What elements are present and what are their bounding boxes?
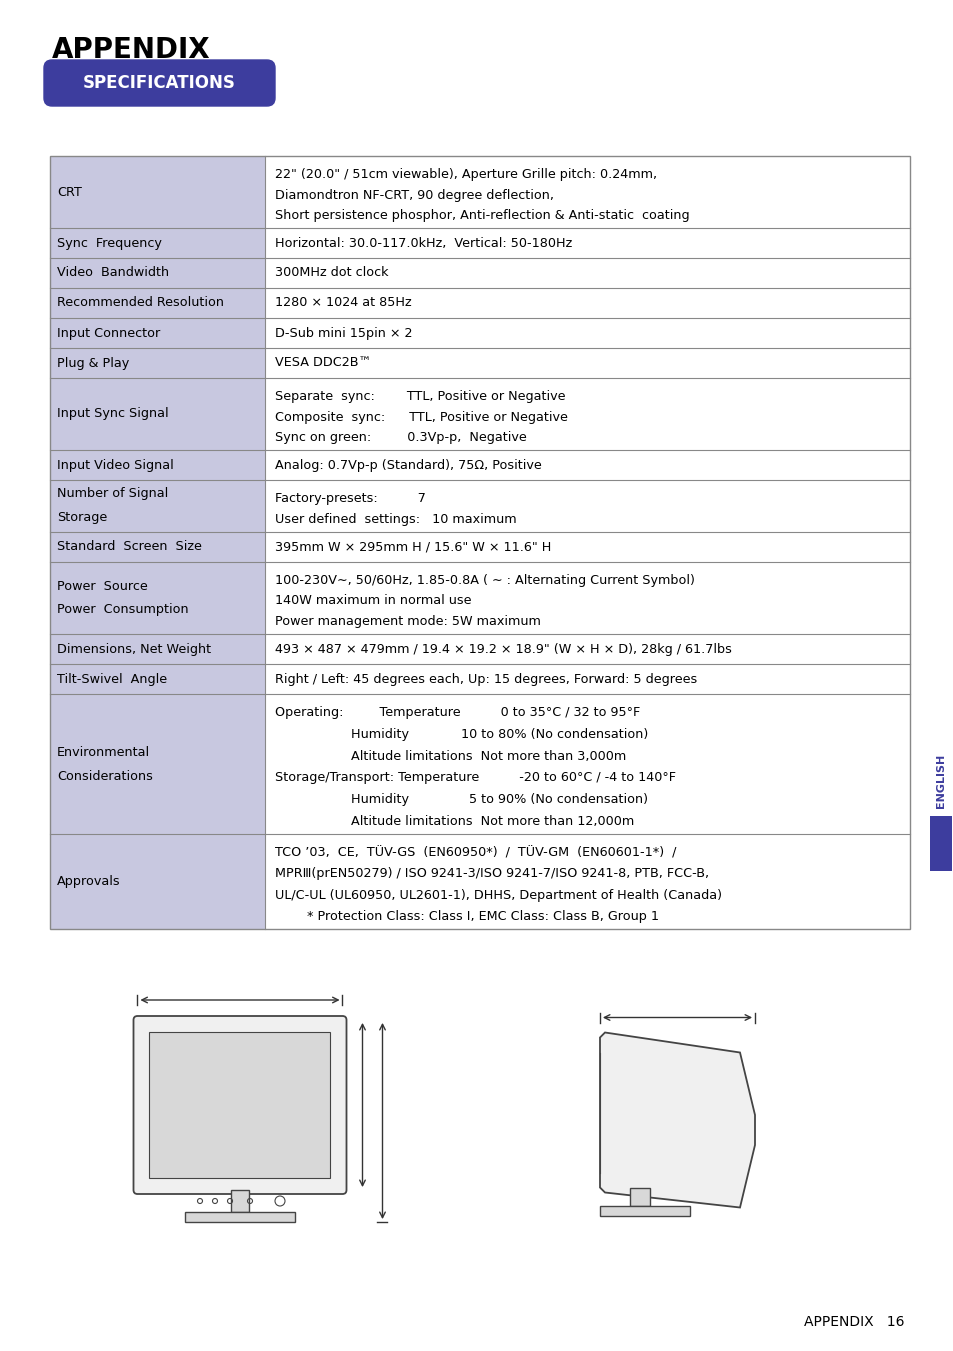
Text: Dimensions, Net Weight: Dimensions, Net Weight	[57, 643, 211, 655]
Text: 300MHz dot clock: 300MHz dot clock	[274, 266, 388, 280]
Text: SPECIFICATIONS: SPECIFICATIONS	[83, 74, 235, 92]
Bar	[50, 349, 265, 378]
Bar	[50, 258, 265, 288]
Text: 395mm W × 295mm H / 15.6" W × 11.6" H: 395mm W × 295mm H / 15.6" W × 11.6" H	[274, 540, 551, 554]
Text: Standard  Screen  Size: Standard Screen Size	[57, 540, 202, 554]
Text: D-Sub mini 15pin × 2: D-Sub mini 15pin × 2	[274, 327, 412, 339]
Text: Separate  sync:        TTL, Positive or Negative: Separate sync: TTL, Positive or Negative	[274, 390, 565, 403]
Text: VESA DDC2B™: VESA DDC2B™	[274, 357, 371, 370]
Bar	[50, 532, 265, 562]
Text: UL/C-UL (UL60950, UL2601-1), DHHS, Department of Health (Canada): UL/C-UL (UL60950, UL2601-1), DHHS, Depar…	[274, 889, 721, 901]
Text: Power management mode: 5W maximum: Power management mode: 5W maximum	[274, 615, 540, 628]
Bar	[185, 1212, 294, 1223]
Text: Humidity               5 to 90% (No condensation): Humidity 5 to 90% (No condensation)	[274, 793, 647, 807]
Text: 100-230V∼, 50/60Hz, 1.85-0.8A ( ∼ : Alternating Current Symbol): 100-230V∼, 50/60Hz, 1.85-0.8A ( ∼ : Alte…	[274, 574, 694, 586]
Text: Environmental: Environmental	[57, 746, 150, 758]
Text: Storage: Storage	[57, 512, 107, 524]
Bar	[50, 317, 265, 349]
Text: TCO ’03,  CE,  TÜV-GS  (EN60950*)  /  TÜV-GM  (EN60601-1*)  /: TCO ’03, CE, TÜV-GS (EN60950*) / TÜV-GM …	[274, 846, 676, 859]
Text: Operating:         Temperature          0 to 35°C / 32 to 95°F: Operating: Temperature 0 to 35°C / 32 to…	[274, 707, 639, 719]
Text: Plug & Play: Plug & Play	[57, 357, 129, 370]
Text: User defined  settings:   10 maximum: User defined settings: 10 maximum	[274, 513, 517, 526]
Bar	[50, 450, 265, 480]
Bar	[50, 694, 265, 834]
Bar	[150, 1032, 330, 1178]
Text: Power  Consumption: Power Consumption	[57, 604, 189, 616]
Text: Altitude limitations  Not more than 3,000m: Altitude limitations Not more than 3,000…	[274, 750, 625, 763]
Bar	[599, 1205, 689, 1216]
Bar	[50, 634, 265, 663]
Text: 22" (20.0" / 51cm viewable), Aperture Grille pitch: 0.24mm,: 22" (20.0" / 51cm viewable), Aperture Gr…	[274, 168, 657, 181]
Text: 493 × 487 × 479mm / 19.4 × 19.2 × 18.9" (W × H × D), 28kg / 61.7lbs: 493 × 487 × 479mm / 19.4 × 19.2 × 18.9" …	[274, 643, 731, 655]
Text: Composite  sync:      TTL, Positive or Negative: Composite sync: TTL, Positive or Negativ…	[274, 411, 567, 423]
Bar	[50, 480, 265, 532]
Bar	[50, 155, 909, 929]
Bar	[629, 1188, 649, 1205]
Text: Number of Signal: Number of Signal	[57, 488, 168, 500]
Text: Storage/Transport: Temperature          -20 to 60°C / -4 to 140°F: Storage/Transport: Temperature -20 to 60…	[274, 771, 676, 785]
Text: APPENDIX: APPENDIX	[52, 36, 211, 63]
Text: * Protection Class: Class Ⅰ, EMC Class: Class B, Group 1: * Protection Class: Class Ⅰ, EMC Class: …	[274, 909, 659, 923]
Text: Analog: 0.7Vp-p (Standard), 75Ω, Positive: Analog: 0.7Vp-p (Standard), 75Ω, Positiv…	[274, 458, 541, 471]
Text: 1280 × 1024 at 85Hz: 1280 × 1024 at 85Hz	[274, 296, 411, 309]
Text: Humidity             10 to 80% (No condensation): Humidity 10 to 80% (No condensation)	[274, 728, 648, 740]
Text: Tilt-Swivel  Angle: Tilt-Swivel Angle	[57, 673, 167, 685]
Bar	[50, 663, 265, 694]
Text: Short persistence phosphor, Anti-reflection & Anti-static  coating: Short persistence phosphor, Anti-reflect…	[274, 209, 689, 222]
Bar	[231, 1190, 249, 1212]
Text: ENGLISH: ENGLISH	[935, 754, 945, 808]
Text: APPENDIX   16: APPENDIX 16	[803, 1315, 904, 1329]
Bar	[50, 378, 265, 450]
Text: Input Sync Signal: Input Sync Signal	[57, 408, 169, 420]
Text: Sync  Frequency: Sync Frequency	[57, 236, 162, 250]
Text: Power  Source: Power Source	[57, 580, 148, 593]
Bar	[50, 288, 265, 317]
Text: Recommended Resolution: Recommended Resolution	[57, 296, 224, 309]
Bar	[50, 228, 265, 258]
Text: Approvals: Approvals	[57, 875, 120, 888]
Polygon shape	[599, 1032, 754, 1208]
Text: Input Video Signal: Input Video Signal	[57, 458, 173, 471]
Text: Sync on green:         0.3Vp-p,  Negative: Sync on green: 0.3Vp-p, Negative	[274, 431, 526, 444]
Text: Considerations: Considerations	[57, 770, 152, 782]
Text: Factory-presets:          7: Factory-presets: 7	[274, 492, 425, 505]
Text: CRT: CRT	[57, 185, 82, 199]
Text: Horizontal: 30.0-117.0kHz,  Vertical: 50-180Hz: Horizontal: 30.0-117.0kHz, Vertical: 50-…	[274, 236, 572, 250]
Bar	[50, 155, 265, 228]
FancyBboxPatch shape	[44, 59, 274, 105]
Bar	[50, 834, 265, 929]
Text: Right / Left: 45 degrees each, Up: 15 degrees, Forward: 5 degrees: Right / Left: 45 degrees each, Up: 15 de…	[274, 673, 697, 685]
FancyBboxPatch shape	[133, 1016, 346, 1194]
Text: Video  Bandwidth: Video Bandwidth	[57, 266, 169, 280]
Bar	[50, 562, 265, 634]
Text: MPRⅢ(prEN50279) / ISO 9241-3/ISO 9241-7/ISO 9241-8, PTB, FCC-B,: MPRⅢ(prEN50279) / ISO 9241-3/ISO 9241-7/…	[274, 867, 708, 881]
Text: Input Connector: Input Connector	[57, 327, 160, 339]
Text: Altitude limitations  Not more than 12,000m: Altitude limitations Not more than 12,00…	[274, 815, 634, 828]
Text: 140W maximum in normal use: 140W maximum in normal use	[274, 594, 471, 608]
Text: Diamondtron NF-CRT, 90 degree deflection,: Diamondtron NF-CRT, 90 degree deflection…	[274, 189, 554, 201]
Bar	[929, 816, 951, 871]
